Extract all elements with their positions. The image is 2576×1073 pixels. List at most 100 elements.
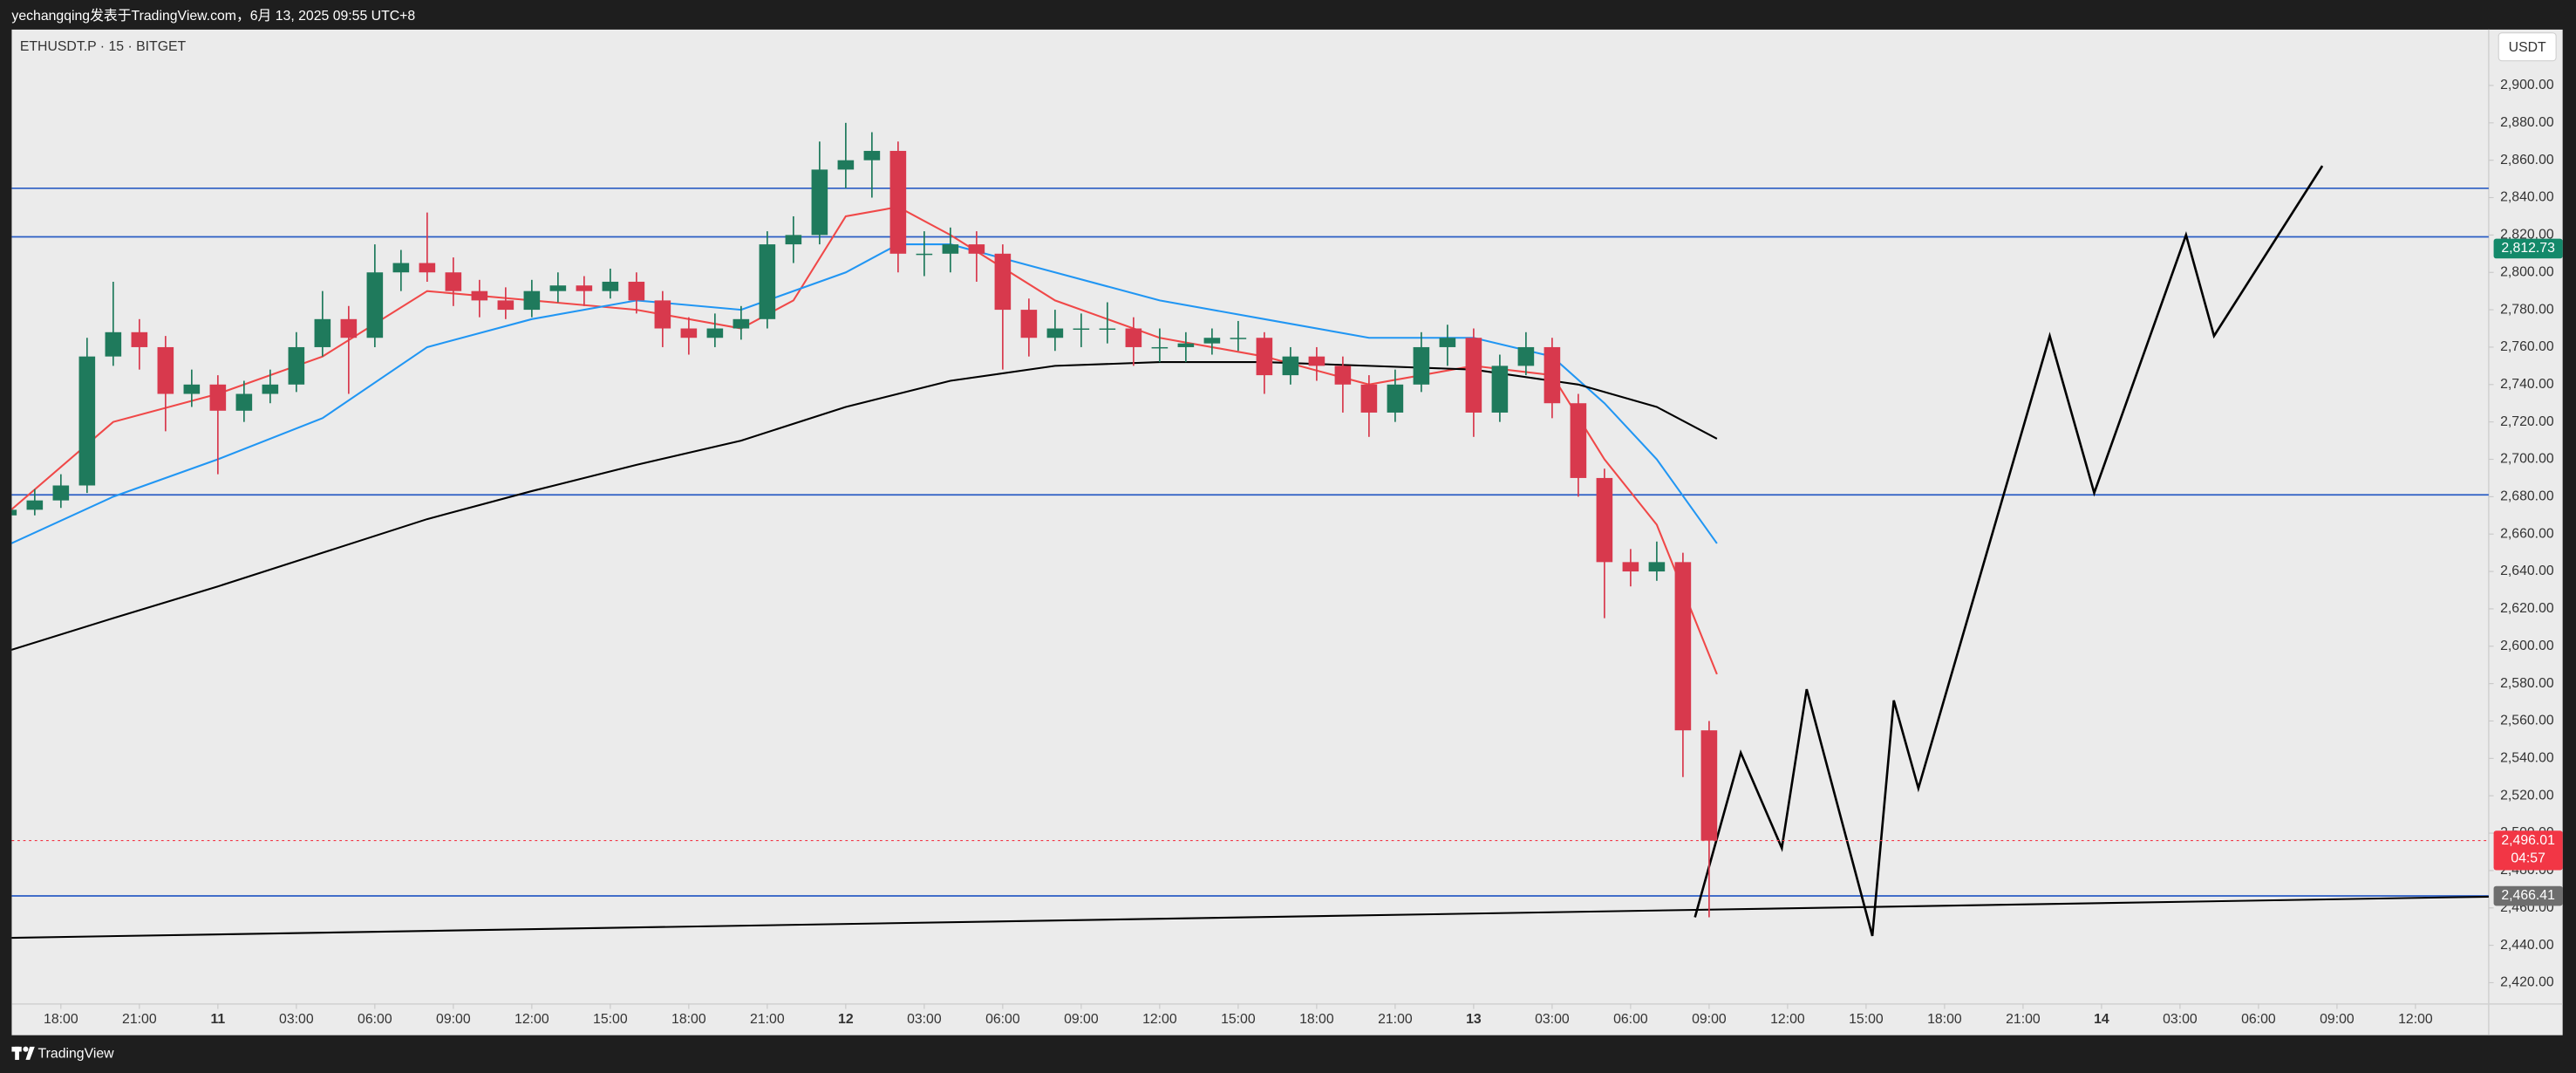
y-tick-label: 2,520.00 <box>2500 788 2554 803</box>
candle-body <box>733 318 750 329</box>
x-tick-label: 03:00 <box>1535 1012 1570 1027</box>
candle-body <box>994 253 1012 311</box>
x-tick-label: 18:00 <box>1299 1012 1334 1027</box>
candle-body <box>445 272 462 291</box>
y-tick-label: 2,840.00 <box>2500 190 2554 205</box>
candle-body <box>837 160 855 170</box>
y-tick-label: 2,680.00 <box>2500 489 2554 504</box>
candle-body <box>1308 356 1325 366</box>
candle-body <box>1596 477 1613 563</box>
x-tick-label: 15:00 <box>1849 1012 1884 1027</box>
moving-average-line <box>11 361 1718 651</box>
projection-line <box>1693 165 2324 937</box>
candle-body <box>1282 356 1299 376</box>
candle-body <box>209 384 227 411</box>
price-badge <box>2493 830 2563 871</box>
candle-body <box>314 318 331 347</box>
candle-body <box>1622 562 1639 572</box>
y-tick-label: 2,780.00 <box>2500 302 2554 317</box>
price-badge <box>2493 238 2563 259</box>
candle-body <box>942 244 959 254</box>
candle-body <box>1387 384 1404 413</box>
candle-body <box>1360 384 1378 413</box>
candle-body <box>288 346 305 385</box>
candle-body <box>680 328 698 338</box>
x-tick-label: 14 <box>2094 1012 2109 1027</box>
y-tick-label: 2,800.00 <box>2500 264 2554 279</box>
plot-area <box>11 122 2489 940</box>
x-tick-label: 09:00 <box>2320 1012 2355 1027</box>
candle-body <box>497 300 515 311</box>
price-countdown: 04:57 <box>2511 851 2545 865</box>
candle-body <box>628 281 645 301</box>
x-tick-label: 15:00 <box>1221 1012 1256 1027</box>
candle-body <box>968 244 985 254</box>
candle-body <box>1073 328 1090 331</box>
x-tick-label: 06:00 <box>358 1012 392 1027</box>
brand-logo <box>11 1046 35 1060</box>
y-tick-label: 2,620.00 <box>2500 601 2554 616</box>
y-tick-label: 2,720.00 <box>2500 414 2554 429</box>
candle-body <box>1020 310 1038 338</box>
candle-body <box>1230 338 1247 339</box>
x-tick-label: 09:00 <box>1064 1012 1099 1027</box>
candle-body <box>366 272 384 338</box>
x-tick-label: 15:00 <box>593 1012 628 1027</box>
y-tick-label: 2,700.00 <box>2500 452 2554 467</box>
candle-body <box>340 318 358 338</box>
currency-box <box>2498 32 2557 62</box>
candle-body <box>863 150 881 161</box>
candle-body <box>785 235 802 245</box>
candle-body <box>1517 346 1535 366</box>
level-badge <box>2493 885 2563 906</box>
x-tick-label: 03:00 <box>907 1012 942 1027</box>
candle-body <box>523 290 541 311</box>
y-tick-label: 2,580.00 <box>2500 676 2554 691</box>
x-tick-label: 06:00 <box>1613 1012 1648 1027</box>
x-tick-label: 03:00 <box>279 1012 314 1027</box>
candle-body <box>1465 338 1482 413</box>
chart-panel <box>11 29 2563 1035</box>
y-tick-label: 2,420.00 <box>2500 975 2554 990</box>
price-badge-label: 2,496.01 <box>2501 833 2555 848</box>
x-tick-label: 18:00 <box>44 1012 78 1027</box>
candle-body <box>1648 562 1666 572</box>
y-tick-label: 2,560.00 <box>2500 714 2554 728</box>
x-tick-label: 21:00 <box>122 1012 157 1027</box>
candle-body <box>1099 328 1116 331</box>
candle-body <box>1151 346 1169 349</box>
x-tick-label: 12:00 <box>2398 1012 2433 1027</box>
x-tick-label: 21:00 <box>2006 1012 2041 1027</box>
candle-body <box>1177 343 1195 347</box>
candle-body <box>183 384 201 394</box>
x-tick-label: 03:00 <box>2163 1012 2198 1027</box>
chart-title: yechangqing发表于TradingView.com，6月 13, 202… <box>11 8 415 24</box>
currency-label: USDT <box>2509 40 2546 55</box>
candle-body <box>1570 403 1587 478</box>
candle-body <box>1046 328 1064 338</box>
candle-body <box>262 384 279 394</box>
y-tick-label: 2,640.00 <box>2500 564 2554 578</box>
x-tick-label: 13 <box>1466 1012 1482 1027</box>
candle-body <box>1413 346 1430 385</box>
price-badge-label: 2,812.73 <box>2501 241 2555 256</box>
candle-body <box>1674 562 1692 731</box>
x-tick-label: 12:00 <box>515 1012 549 1027</box>
y-tick-label: 2,660.00 <box>2500 526 2554 541</box>
y-tick-label: 2,540.00 <box>2500 751 2554 766</box>
axes: 2,420.002,440.002,460.002,480.002,500.00… <box>44 78 2563 1027</box>
candle-body <box>1125 328 1142 347</box>
candle-body <box>26 500 44 510</box>
candle-body <box>549 285 567 291</box>
x-tick-label: 06:00 <box>2241 1012 2276 1027</box>
candle-body <box>1334 366 1352 385</box>
trend-line <box>11 895 2489 940</box>
candle-body <box>471 290 488 301</box>
y-tick-label: 2,900.00 <box>2500 78 2554 92</box>
candle-body <box>11 509 17 516</box>
x-tick-label: 11 <box>210 1012 225 1027</box>
candle-body <box>1439 338 1456 347</box>
symbol-label: ETHUSDT.P · 15 · BITGET <box>20 39 187 54</box>
